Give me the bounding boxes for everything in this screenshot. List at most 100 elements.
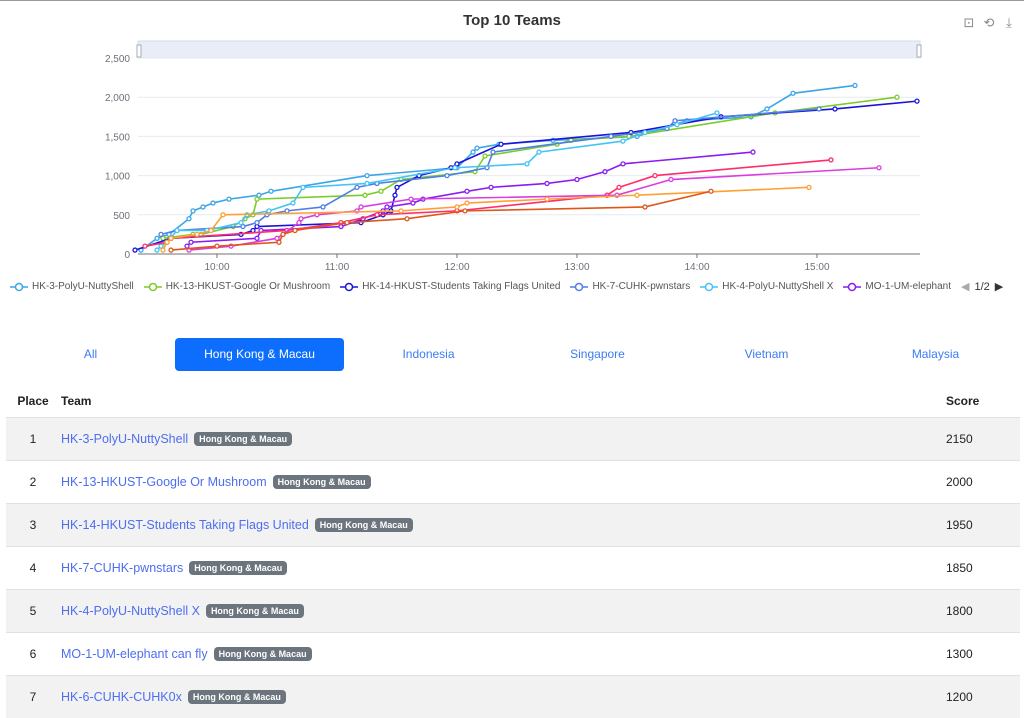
- data-point: [669, 178, 673, 182]
- zoom-handle-left[interactable]: [137, 45, 141, 57]
- team-link[interactable]: HK-3-PolyU-NuttyShell: [61, 432, 188, 446]
- legend-item[interactable]: MO-1-UM-elephant: [843, 281, 951, 292]
- data-point: [345, 221, 349, 225]
- team-link[interactable]: MO-1-UM-elephant can fly: [61, 647, 208, 661]
- data-point: [195, 232, 199, 236]
- tab-malaysia[interactable]: Malaysia: [851, 338, 1020, 371]
- tab-vietnam[interactable]: Vietnam: [682, 338, 851, 371]
- data-point: [409, 197, 413, 201]
- legend-label: HK-4-PolyU-NuttyShell X: [722, 281, 833, 292]
- data-point: [169, 236, 173, 240]
- data-point: [221, 213, 225, 217]
- data-point: [715, 111, 719, 115]
- legend-label: HK-14-HKUST-Students Taking Flags United: [362, 281, 560, 292]
- data-point: [375, 213, 379, 217]
- scoreboard-table: Place Team Score 1 HK-3-PolyU-NuttyShell…: [6, 385, 1020, 718]
- legend-item[interactable]: HK-14-HKUST-Students Taking Flags United: [340, 281, 560, 292]
- series-line-2: [163, 97, 897, 238]
- data-point: [791, 91, 795, 95]
- legend-line-circle-icon: [10, 282, 28, 292]
- x-tick-label: 15:00: [804, 262, 829, 273]
- legend-line-circle-icon: [570, 282, 588, 292]
- legend-item[interactable]: HK-3-PolyU-NuttyShell: [10, 281, 134, 292]
- legend-item[interactable]: HK-7-CUHK-pwnstars: [570, 281, 690, 292]
- data-point: [751, 150, 755, 154]
- data-point: [621, 139, 625, 143]
- team-link[interactable]: HK-13-HKUST-Google Or Mushroom: [61, 475, 267, 489]
- legend-line-circle-icon: [144, 282, 162, 292]
- data-point: [239, 221, 243, 225]
- data-point: [915, 99, 919, 103]
- data-point: [545, 181, 549, 185]
- data-point: [269, 189, 273, 193]
- team-link[interactable]: HK-7-CUHK-pwnstars: [61, 561, 183, 575]
- data-point: [471, 150, 475, 154]
- data-point: [211, 201, 215, 205]
- series-line-4: [161, 109, 819, 234]
- y-tick-label: 2,000: [105, 93, 130, 104]
- tab-all[interactable]: All: [6, 338, 175, 371]
- score-cell: 1200: [945, 676, 1020, 718]
- legend-label: MO-1-UM-elephant: [865, 281, 951, 292]
- data-point: [379, 189, 383, 193]
- data-point: [489, 185, 493, 189]
- data-point: [653, 174, 657, 178]
- team-link[interactable]: HK-4-PolyU-NuttyShell X: [61, 604, 200, 618]
- data-point: [807, 185, 811, 189]
- zoom-handle-right[interactable]: [917, 45, 921, 57]
- series-line-10: [171, 191, 711, 250]
- header-score: Score: [945, 385, 1020, 418]
- legend-next-icon[interactable]: ▶: [995, 280, 1003, 293]
- legend-item[interactable]: HK-4-PolyU-NuttyShell X: [700, 281, 833, 292]
- legend-line-circle-icon: [340, 282, 358, 292]
- legend-prev-icon[interactable]: ◀: [961, 280, 969, 293]
- data-point: [255, 221, 259, 225]
- score-cell: 2000: [945, 461, 1020, 504]
- tab-indonesia[interactable]: Indonesia: [344, 338, 513, 371]
- data-point: [709, 189, 713, 193]
- data-point: [877, 166, 881, 170]
- data-point: [465, 201, 469, 205]
- data-point: [165, 240, 169, 244]
- data-point: [359, 205, 363, 209]
- tab-singapore[interactable]: Singapore: [513, 338, 682, 371]
- data-point: [829, 158, 833, 162]
- legend-label: HK-7-CUHK-pwnstars: [592, 281, 690, 292]
- region-badge: Hong Kong & Macau: [206, 604, 304, 618]
- tab-hong-kong-macau[interactable]: Hong Kong & Macau: [175, 338, 344, 371]
- legend-item[interactable]: HK-13-HKUST-Google Or Mushroom: [144, 281, 331, 292]
- data-point: [621, 162, 625, 166]
- data-point: [267, 209, 271, 213]
- data-point: [617, 185, 621, 189]
- data-point: [191, 209, 195, 213]
- data-point: [643, 130, 647, 134]
- place-cell: 6: [6, 633, 60, 676]
- data-point: [363, 193, 367, 197]
- data-point: [143, 244, 147, 248]
- table-row: 5 HK-4-PolyU-NuttyShell X Hong Kong & Mac…: [6, 590, 1020, 633]
- data-point: [291, 201, 295, 205]
- region-badge: Hong Kong & Macau: [194, 432, 292, 446]
- data-zoom-slider[interactable]: [138, 41, 920, 58]
- data-point: [833, 107, 837, 111]
- data-point: [301, 185, 305, 189]
- team-link[interactable]: HK-6-CUHK-CUHK0x: [61, 690, 182, 704]
- y-tick-label: 1,000: [105, 172, 130, 183]
- data-point: [133, 248, 137, 252]
- data-point: [483, 154, 487, 158]
- data-point: [215, 244, 219, 248]
- data-point: [609, 134, 613, 138]
- data-point: [281, 232, 285, 236]
- data-point: [675, 123, 679, 127]
- place-cell: 5: [6, 590, 60, 633]
- region-badge: Hong Kong & Macau: [315, 518, 413, 532]
- team-link[interactable]: HK-14-HKUST-Students Taking Flags United: [61, 518, 309, 532]
- chart-legend: HK-3-PolyU-NuttyShell HK-13-HKUST-Google …: [10, 280, 1003, 293]
- legend-label: HK-13-HKUST-Google Or Mushroom: [166, 281, 331, 292]
- data-point: [537, 150, 541, 154]
- data-point: [463, 209, 467, 213]
- y-tick-label: 0: [124, 250, 130, 261]
